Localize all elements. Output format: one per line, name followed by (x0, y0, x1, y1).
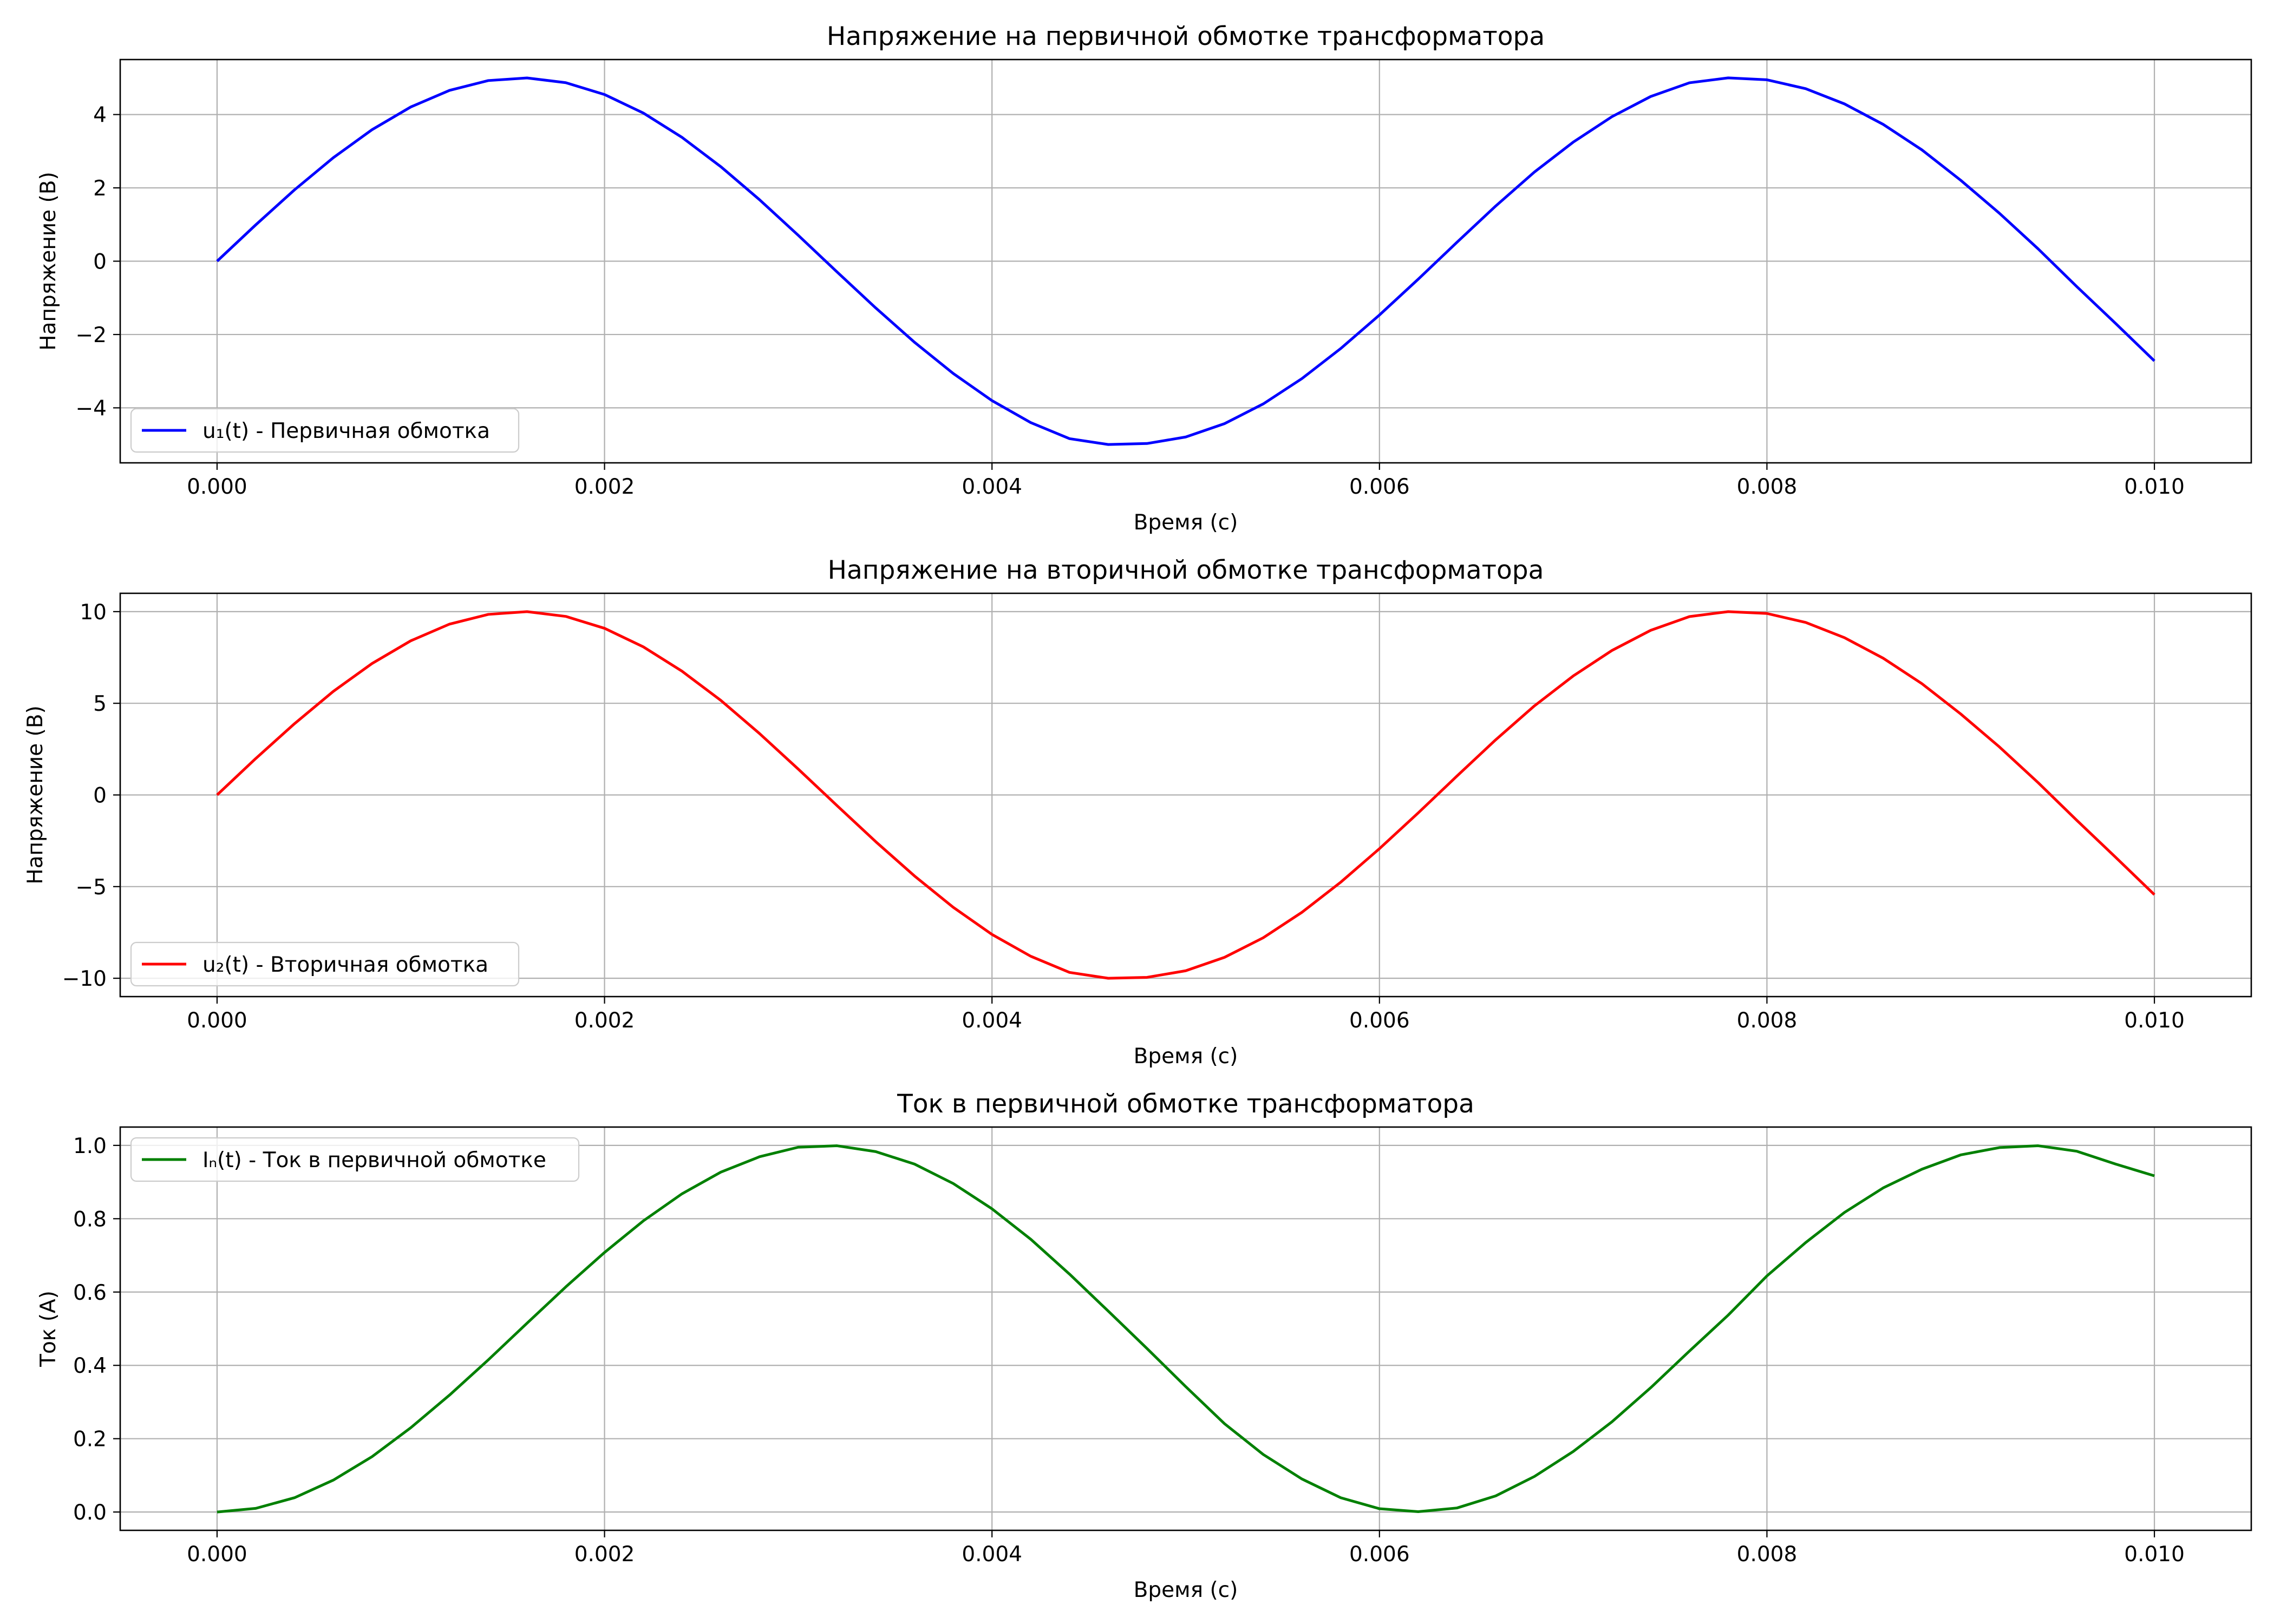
x-axis-label: Время (с) (1134, 510, 1238, 535)
y-tick-label: 4 (93, 103, 107, 128)
y-tick-label: −5 (76, 875, 107, 900)
y-tick-label: 10 (80, 600, 107, 625)
series-line (216, 610, 2155, 980)
y-tick-label: 0 (93, 250, 107, 274)
x-tick-label: 0.002 (574, 1542, 635, 1567)
x-tick-label: 0.006 (1349, 1009, 1410, 1033)
x-tick-label: 0.000 (187, 1009, 247, 1033)
y-axis-label: Напряжение (В) (23, 705, 48, 885)
legend: u₂(t) - Вторичная обмотка (130, 941, 520, 987)
chart-title: Ток в первичной обмотке трансформатора (897, 1089, 1474, 1119)
y-tick-label: 0.6 (73, 1281, 107, 1305)
legend: u₁(t) - Первичная обмотка (130, 408, 520, 453)
y-tick-label: 0.2 (73, 1427, 107, 1452)
series-line (217, 1144, 2155, 1514)
x-tick-label: 0.006 (1349, 475, 1410, 499)
y-tick-label: 1.0 (73, 1134, 107, 1158)
y-tick-label: 2 (93, 176, 107, 201)
x-tick-label: 0.008 (1737, 1009, 1798, 1033)
y-axis-label: Напряжение (В) (36, 172, 61, 351)
x-tick-label: 0.004 (962, 1009, 1022, 1033)
y-tick-label: 0 (93, 784, 107, 808)
y-tick-label: −4 (76, 396, 107, 421)
y-tick-label: 0.8 (73, 1207, 107, 1232)
x-tick-label: 0.002 (574, 1009, 635, 1033)
subplot-3: 0.000 0.002 0.004 0.006 0.008 0.010 0.0 0.2 0.4 0… (36, 1089, 2252, 1602)
x-tick-label: 0.002 (574, 475, 635, 499)
x-axis-label: Время (с) (1134, 1044, 1238, 1069)
x-tick-label: 0.004 (962, 475, 1022, 499)
x-tick-label: 0.010 (2124, 1542, 2185, 1567)
y-axis-label: Ток (А) (36, 1291, 61, 1367)
series-line (216, 76, 2155, 446)
x-tick-label: 0.010 (2124, 1009, 2185, 1033)
x-tick-label: 0.010 (2124, 475, 2185, 499)
x-tick-label: 0.000 (187, 475, 247, 499)
legend-frame (130, 408, 520, 453)
x-tick-label: 0.008 (1737, 1542, 1798, 1567)
subplot-2: 0.000 0.002 0.004 0.006 0.008 0.010 −10 −5 0 5 10 Н… (23, 555, 2252, 1069)
y-tick-label: 0.0 (73, 1501, 107, 1525)
subplot-1: 0.000 0.002 0.004 0.006 0.008 0.010 −4 −2 0 2 4 Нап… (36, 22, 2252, 535)
x-tick-label: 0.006 (1349, 1542, 1410, 1567)
y-tick-label: −2 (76, 323, 107, 348)
legend-label: u₂(t) - Вторичная обмотка (202, 953, 488, 977)
legend-frame (130, 941, 520, 987)
legend: Iₙ(t) - Ток в первичной обмотке (130, 1137, 580, 1182)
axes-frame (119, 1126, 2252, 1531)
legend-label: Iₙ(t) - Ток в первичной обмотке (202, 1148, 546, 1173)
chart-title: Напряжение на первичной обмотке трансфор… (827, 22, 1545, 51)
y-tick-label: 5 (93, 692, 107, 716)
x-tick-label: 0.004 (962, 1542, 1022, 1567)
x-tick-label: 0.000 (187, 1542, 247, 1567)
legend-label: u₁(t) - Первичная обмотка (202, 419, 490, 443)
legend-frame (130, 1137, 580, 1182)
subplots: 0.000 0.002 0.004 0.006 0.008 0.010−4−2024Нап… (23, 22, 2252, 1602)
x-tick-label: 0.008 (1737, 475, 1798, 499)
x-axis-label: Время (с) (1134, 1578, 1238, 1602)
chart-title: Напряжение на вторичной обмотке трансфор… (828, 555, 1544, 585)
y-tick-label: 0.4 (73, 1354, 107, 1378)
y-tick-label: −10 (62, 967, 107, 991)
